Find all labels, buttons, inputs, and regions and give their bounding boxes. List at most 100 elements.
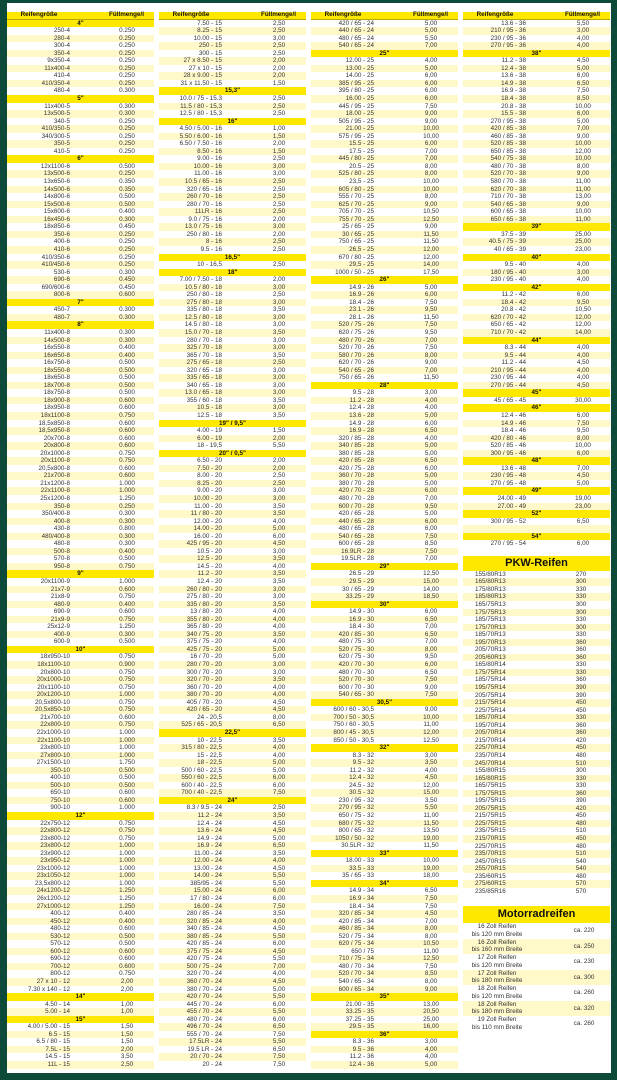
- table-row: 21x9-9 0.750: [7, 615, 154, 624]
- tire-size: 215/75R15: [475, 812, 506, 820]
- tire-size: 27 x 8.50 - 15: [183, 57, 222, 65]
- tire-size: 520 / 70 - 38: [490, 170, 526, 178]
- tire-size: 270 / 95 - 54: [490, 540, 526, 548]
- table-row: 10.00 - 20 3,00: [159, 495, 306, 503]
- table-row: 480 / 70 - 26 7,00: [311, 336, 458, 345]
- fill-amount: 0.300: [119, 510, 135, 518]
- section-header: 6": [7, 155, 154, 163]
- fill-amount: 6,00: [424, 661, 438, 669]
- fill-amount: 7,50: [272, 789, 286, 797]
- fill-amount: 5,50: [576, 19, 590, 27]
- tire-size: 540 / 65 - 30: [338, 691, 374, 699]
- table-row: 900-10 1.000: [7, 804, 154, 812]
- table-row: 12.4 - 24 4,50: [159, 820, 306, 828]
- table-row: 18.4 - 38 8,50: [463, 95, 610, 103]
- fill-amount: 2,50: [272, 359, 286, 367]
- tire-size: 420 / 75 - 28: [338, 464, 374, 472]
- table-row: 185/75R14 360: [463, 676, 610, 684]
- tire-size: 215/70R14: [475, 736, 506, 744]
- fill-amount: 6,00: [272, 940, 286, 948]
- table-row: 18x950-8 0.600: [7, 404, 154, 412]
- tire-size: 400-8: [53, 517, 70, 525]
- tire-size: 205/70R14: [475, 729, 506, 737]
- tire-size: 22x800-10: [40, 721, 70, 729]
- fill-amount: 300: [575, 608, 587, 616]
- table-row: 230 / 95 - 40 4,00: [463, 276, 610, 284]
- tire-size: 11.00 - 16: [194, 170, 222, 178]
- tire-size: 21.00 - 35: [345, 1000, 374, 1008]
- table-row: 705 / 70 - 25 10,50: [311, 208, 458, 216]
- table-row: 540 / 65 - 38 9,00: [463, 200, 610, 209]
- table-row: 750-10 0.600: [7, 796, 154, 805]
- table-row: 8.3 - 32 3,00: [311, 752, 458, 760]
- fill-amount: 0.600: [119, 962, 135, 970]
- table-row: 9.0 / 75 - 16 2,00: [159, 216, 306, 224]
- table-row: 410/350-5 0.250: [7, 125, 154, 133]
- fill-amount: 6,50: [272, 1045, 286, 1053]
- tire-size: 335 / 80 - 18: [186, 306, 222, 314]
- table-row: 22x1100-8 1.000: [7, 487, 154, 495]
- fill-amount: 570: [575, 880, 587, 888]
- tire-size: 33.25 - 29: [345, 593, 374, 601]
- table-row: 33.5 - 33 19,00: [311, 864, 458, 873]
- tire-size: 30 / 65 - 29: [342, 585, 374, 593]
- fill-amount: 4,00: [424, 396, 438, 404]
- table-row: 360 / 70 - 24 4,50: [159, 978, 306, 986]
- fill-amount: 5,50: [272, 932, 286, 940]
- fill-amount: 360: [575, 638, 587, 646]
- tire-size: 300 / 95 - 52: [490, 517, 526, 525]
- table-row: 255/70R15 540: [463, 865, 610, 873]
- fill-amount: 7,50: [424, 902, 438, 910]
- fill-amount: 0.500: [119, 381, 135, 389]
- tire-size: 625 / 70 - 25: [338, 200, 374, 208]
- table-row: 11x400-5 0.300: [7, 103, 154, 111]
- fill-amount: 0.600: [119, 396, 135, 404]
- tire-size: 18 - 19,5: [197, 442, 222, 450]
- fill-amount: 5,50: [424, 34, 438, 42]
- fill-amount: 17,50: [423, 268, 439, 276]
- table-row: 620 / 70 - 38 11,00: [463, 185, 610, 194]
- header-amount: Füllmenge/l: [413, 11, 448, 18]
- fill-amount: 0.250: [119, 34, 135, 42]
- table-row: 8.3 - 44 4,00: [463, 344, 610, 352]
- fill-amount: 480: [575, 872, 587, 880]
- fill-amount: 0.400: [119, 917, 135, 925]
- table-row: 13 / 80 - 20 4,00: [159, 608, 306, 616]
- tire-size: 155/80R13: [475, 570, 506, 578]
- fill-amount: 3,00: [272, 313, 286, 321]
- table-row: 480 / 65 - 24 5,50: [311, 35, 458, 43]
- table-row: 28.1 - 26 11,50: [311, 314, 458, 322]
- table-row: 530-6 0.300: [7, 269, 154, 277]
- fill-amount: 0.600: [119, 796, 135, 804]
- tire-size: 580 / 70 - 38: [490, 178, 526, 186]
- table-row: 270 / 95 - 48 5,00: [463, 480, 610, 488]
- tire-size: 13.6 - 36: [501, 19, 526, 27]
- table-row: 16.9 - 30 6,50: [311, 615, 458, 624]
- fill-amount: 25,00: [575, 238, 591, 246]
- fill-amount: 7,00: [424, 366, 438, 374]
- fill-amount: 420: [575, 804, 587, 812]
- tire-size: 12.4 - 28: [349, 404, 374, 412]
- table-row: 18x900-8 0.600: [7, 396, 154, 405]
- tire-size: 430-8: [53, 525, 70, 533]
- table-row: 950-8 0.750: [7, 562, 154, 571]
- tire-size: 350-4: [53, 49, 70, 57]
- tire-size: 13.6 - 28: [349, 411, 374, 419]
- table-row: 23,5x800-12 1.000: [7, 880, 154, 888]
- tire-size: 23x950-12: [40, 857, 70, 865]
- table-row: 710 / 70 - 42 14,00: [463, 328, 610, 337]
- fill-amount: 1.000: [119, 849, 135, 857]
- table-row: 20.5 - 25 8,00: [311, 163, 458, 171]
- fill-amount: 0.300: [119, 110, 135, 118]
- section-header: 48": [463, 457, 610, 465]
- tire-size: 690-6: [53, 276, 70, 284]
- fill-amount: 1.000: [119, 744, 135, 752]
- tire-size: 155/80R15: [475, 767, 506, 775]
- table-row: 20x700-8 0.600: [7, 435, 154, 443]
- tire-size: 30 / 65 - 25: [342, 230, 374, 238]
- tire-size: 24 - 20,5: [197, 713, 222, 721]
- table-row: 10.5 - 20 3,00: [159, 548, 306, 556]
- fill-amount: 5,00: [424, 449, 438, 457]
- table-row: 245/70R14 510: [463, 759, 610, 768]
- tire-size: 480-4: [53, 87, 70, 95]
